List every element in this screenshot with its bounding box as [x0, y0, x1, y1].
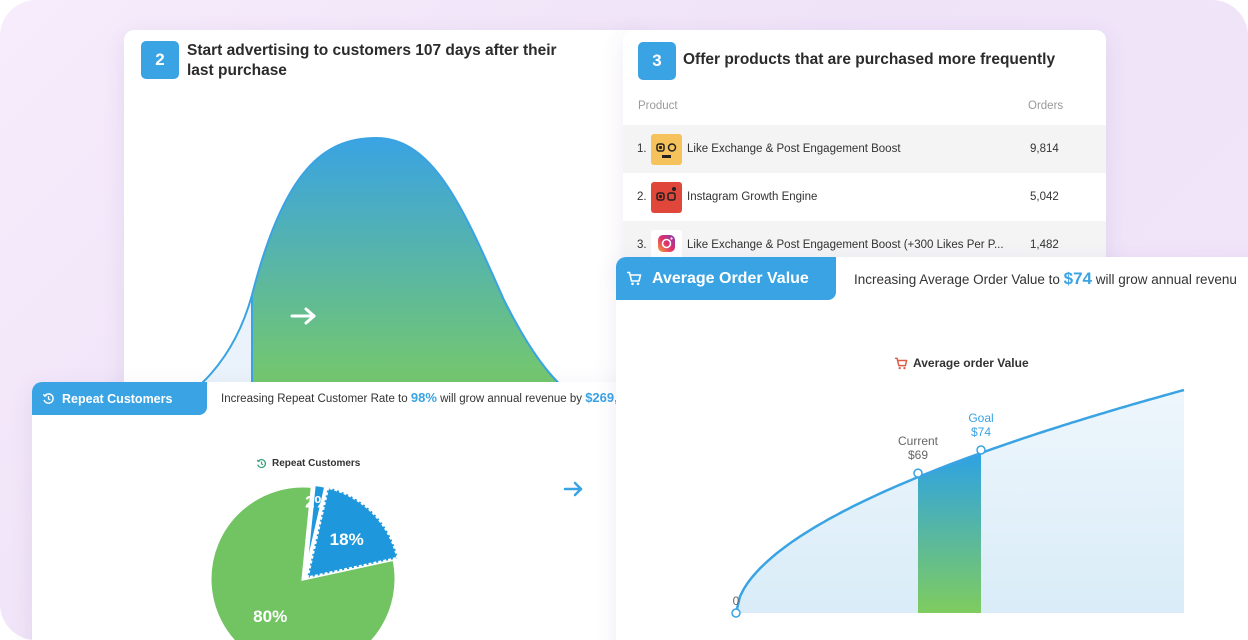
repeat-customers-card: Repeat Customers Increasing Repeat Custo… [32, 382, 652, 640]
step2-number-badge: 2 [141, 41, 179, 79]
aov-curve [734, 388, 1185, 614]
aov-headline-suffix: will grow annual revenu [1092, 272, 1237, 287]
average-order-value-card: Average Order Value Increasing Average O… [616, 257, 1248, 640]
row-index: 3. [637, 239, 647, 251]
pie-slice [305, 485, 400, 580]
step3-number-badge: 3 [638, 42, 676, 80]
order-count: 1,482 [1030, 239, 1059, 251]
history-icon [42, 393, 54, 404]
aov-increase-band [918, 453, 981, 613]
column-header-product: Product [638, 100, 678, 112]
table-row[interactable]: 1. Like Exchange & Post Engagement Boost… [623, 125, 1106, 173]
bell-curve-area [252, 138, 614, 412]
step3-title: Offer products that are purchased more f… [683, 51, 1056, 68]
repeat-customers-tab-label: Repeat Customers [62, 391, 173, 406]
step2-title: Start advertising to customers 107 days … [187, 42, 557, 79]
cart-icon [627, 271, 642, 286]
product-name: Like Exchange & Post Engagement Boost [687, 143, 901, 155]
aov-point-value: $74 [971, 425, 991, 439]
repeat-customers-tab: Repeat Customers [32, 382, 207, 415]
aov-point-label: Current [898, 434, 939, 448]
aov-headline: Increasing Average Order Value to $74 wi… [854, 269, 1237, 289]
aov-point-value: $69 [908, 448, 928, 462]
order-count: 5,042 [1030, 191, 1059, 203]
row-index: 2. [637, 191, 647, 203]
bell-curve-line [153, 136, 615, 413]
pie-slice [208, 484, 398, 640]
aov-point-label: Goal [968, 411, 993, 425]
pie-slice-label: 18% [330, 530, 364, 549]
repeat-headline-mid: will grow annual revenue by [436, 393, 586, 405]
history-icon [256, 458, 267, 469]
order-count: 9,814 [1030, 143, 1059, 155]
product-name: Like Exchange & Post Engagement Boost (+… [687, 239, 1004, 251]
average-order-value-tab: Average Order Value [616, 257, 836, 300]
repeat-customers-pie-chart: 80%2%18% [208, 482, 400, 640]
repeat-chart-caption: Repeat Customers [256, 458, 360, 469]
aov-point-label: 0 [733, 594, 740, 608]
aov-point-marker [976, 445, 986, 455]
repeat-chart-title: Repeat Customers [272, 458, 361, 469]
product-name: Instagram Growth Engine [687, 191, 818, 203]
row-index: 1. [637, 143, 647, 155]
aov-chart-caption: Average order Value [894, 356, 1029, 370]
aov-point-marker [913, 468, 923, 478]
repeat-headline-rate: 98% [410, 390, 437, 405]
arrow-right-icon [290, 307, 316, 325]
repeat-headline-prefix: Increasing Repeat Customer Rate to [221, 393, 411, 405]
pie-slice-label: 80% [253, 607, 287, 626]
product-thumbnail [651, 229, 682, 261]
aov-chart-title: Average order Value [913, 356, 1029, 370]
aov-point-marker [731, 608, 741, 618]
cart-icon [894, 357, 908, 369]
average-order-value-tab-label: Average Order Value [652, 269, 809, 287]
step2-card: 2 Start advertising to customers 107 day… [124, 30, 644, 430]
arrow-right-icon [563, 481, 583, 497]
column-header-orders: Orders [1028, 100, 1064, 112]
repeat-headline: Increasing Repeat Customer Rate to 98% w… [221, 390, 632, 405]
aov-area-chart: 0 Current$69 Goal$74 [731, 388, 1185, 618]
pie-slice [303, 482, 328, 578]
bell-curve-chart [153, 136, 615, 413]
aov-headline-prefix: Increasing Average Order Value to [854, 272, 1064, 287]
aov-headline-value: $74 [1063, 269, 1093, 288]
table-row[interactable]: 2. Instagram Growth Engine 5,042 [623, 173, 1106, 221]
step3-card: 3 Offer products that are purchased more… [623, 30, 1106, 280]
product-thumbnail [651, 181, 682, 213]
product-thumbnail [651, 133, 682, 165]
